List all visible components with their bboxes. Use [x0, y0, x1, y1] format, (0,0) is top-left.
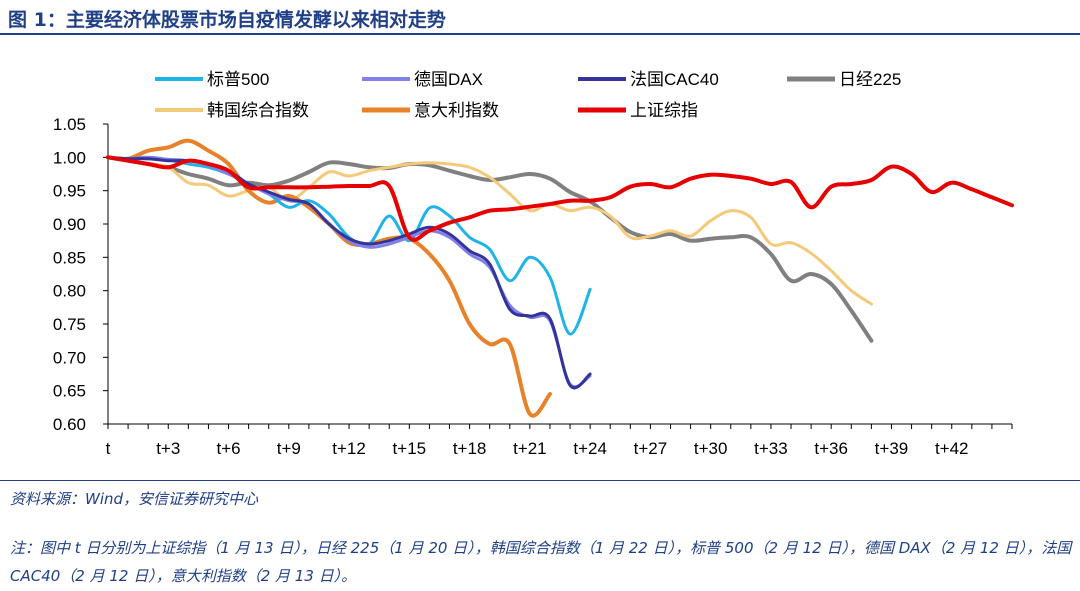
x-tick-label: t+21 — [513, 439, 547, 458]
source-divider — [0, 480, 1080, 481]
series-line-5 — [106, 138, 552, 418]
x-tick-label: t+36 — [814, 439, 848, 458]
x-tick-label: t+18 — [453, 439, 487, 458]
y-tick-label: 0.75 — [53, 315, 86, 334]
y-tick-label: 0.95 — [53, 182, 86, 201]
legend-label: 韩国综合指数 — [207, 101, 309, 120]
y-tick-label: 0.90 — [53, 215, 86, 234]
x-tick-label: t+15 — [393, 439, 427, 458]
legend: 标普500 德国DAX 法国CAC40 日经225 韩国综合指数 意大利指数 上证综指 — [155, 70, 901, 120]
series-line-6 — [106, 155, 1014, 242]
legend-label: 德国DAX — [414, 70, 483, 89]
x-tick-label: t — [106, 439, 111, 458]
x-tick-label: t+33 — [754, 439, 788, 458]
x-tick-label: t+3 — [156, 439, 180, 458]
chart-series — [106, 138, 1014, 418]
x-tick-label: t+12 — [332, 439, 366, 458]
y-tick-label: 0.70 — [53, 348, 86, 367]
x-tick-label: t+6 — [216, 439, 240, 458]
series-line-3 — [106, 155, 874, 343]
y-tick-label: 0.80 — [53, 282, 86, 301]
x-tick-label: t+9 — [277, 439, 301, 458]
series-line-4 — [106, 155, 873, 306]
x-tick-label: t+27 — [634, 439, 668, 458]
title-divider — [0, 33, 1080, 35]
source-text: 资料来源：Wind，安信证券研究中心 — [10, 490, 259, 508]
x-tick-label: t+39 — [875, 439, 909, 458]
x-tick-label: t+30 — [694, 439, 728, 458]
y-tick-label: 0.60 — [53, 415, 86, 434]
x-tick-label: t+42 — [935, 439, 969, 458]
legend-label: 意大利指数 — [414, 101, 499, 120]
legend-label: 法国CAC40 — [630, 70, 719, 89]
footnote-text: 注：图中 t 日分别为上证综指（1 月 13 日），日经 225（1 月 20 … — [10, 539, 1072, 585]
series-line-0 — [106, 155, 592, 336]
y-tick-label: 0.85 — [53, 248, 86, 267]
legend-label: 上证综指 — [630, 101, 698, 120]
legend-label: 日经225 — [839, 70, 901, 89]
y-tick-label: 1.05 — [53, 115, 86, 134]
legend-label: 标普500 — [207, 70, 269, 89]
figure-title: 图 1：主要经济体股票市场自疫情发酵以来相对走势 — [8, 9, 446, 31]
chart-axes: 0.60 0.65 0.70 0.75 0.80 0.85 0.90 0.95 1.00 1.05… — [53, 115, 1013, 458]
y-tick-label: 0.65 — [53, 382, 86, 401]
y-tick-label: 1.00 — [53, 148, 86, 167]
x-tick-label: t+24 — [573, 439, 607, 458]
line-chart: 标普500 德国DAX 法国CAC40 日经225 韩国综合指数 意大利指数 上证综指 0.… — [53, 70, 1014, 458]
